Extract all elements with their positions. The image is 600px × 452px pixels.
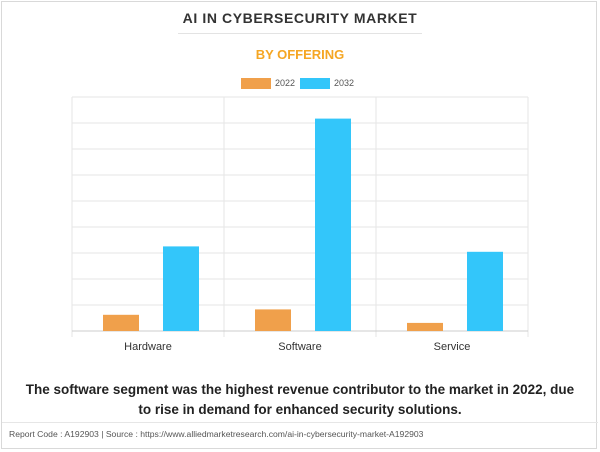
legend-swatch-2022: [241, 77, 271, 89]
legend-item-2032: 2032: [300, 76, 354, 90]
bar-2022-software: [255, 309, 291, 331]
chart-title: AI IN CYBERSECURITY MARKET: [182, 10, 418, 26]
legend-label-2022: 2022: [275, 78, 296, 88]
x-tick-label-service: Service: [434, 341, 471, 353]
bar-2022-service: [407, 322, 443, 331]
chart-caption: The software segment was the highest rev…: [25, 382, 575, 417]
x-tick-label-software: Software: [278, 341, 321, 353]
legend-swatch-2032: [300, 77, 330, 89]
chart-legend: 2022 2032: [0, 76, 600, 90]
source-footer: Report Code : A192903 | Source : https:/…: [9, 429, 424, 439]
bar-2032-software: [315, 118, 351, 331]
bar-2032-service: [467, 251, 503, 331]
footer-divider: [2, 422, 598, 423]
title-divider: [178, 33, 422, 34]
chart-subtitle: BY OFFERING: [255, 47, 345, 62]
bar-2022-hardware: [103, 314, 139, 331]
legend-label-2032: 2032: [334, 78, 355, 88]
bar-2032-hardware: [163, 246, 199, 331]
legend-item-2022: 2022: [241, 76, 295, 90]
x-tick-label-hardware: Hardware: [124, 341, 172, 353]
